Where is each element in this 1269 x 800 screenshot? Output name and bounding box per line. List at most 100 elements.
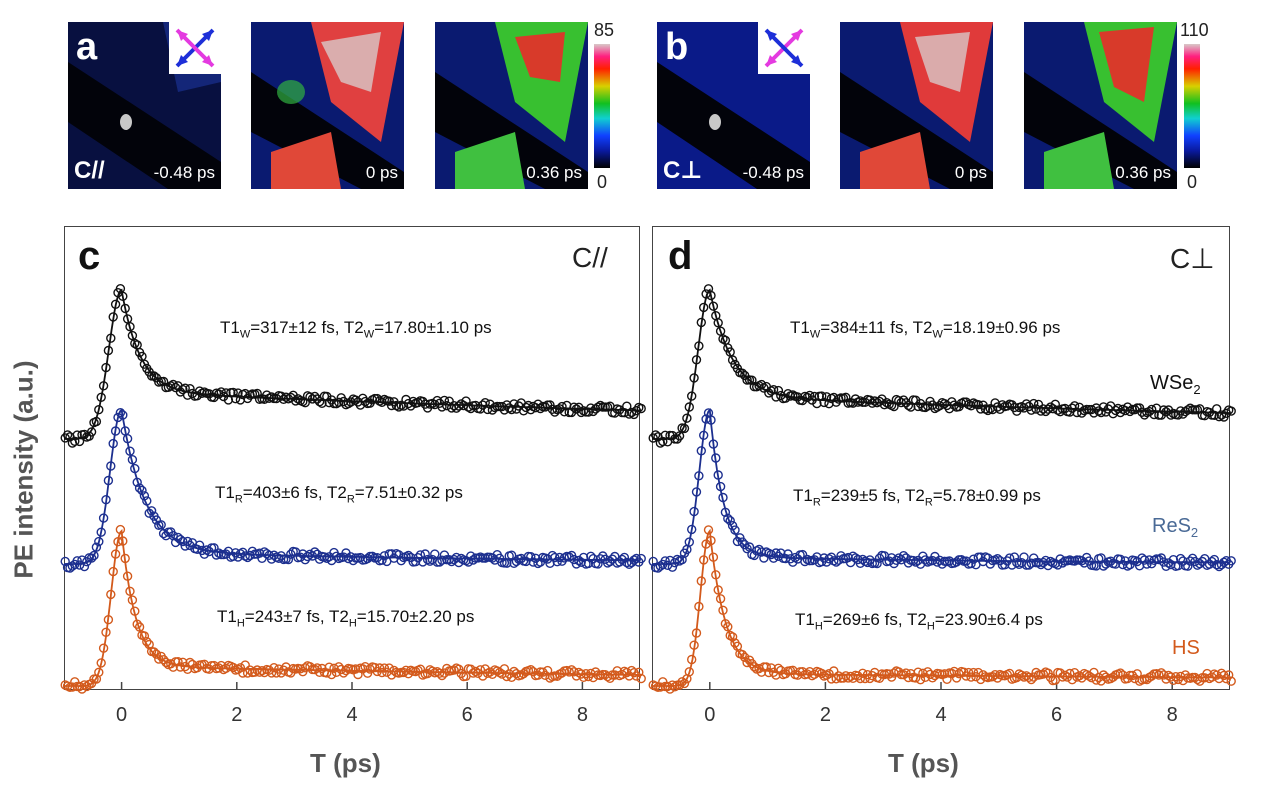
data-point (874, 553, 885, 563)
fit-text-c-hs: T1H=243±7 fs, T2H=15.70±2.20 ps (217, 607, 475, 630)
data-point (151, 649, 162, 659)
data-point (655, 561, 666, 571)
data-point (564, 552, 574, 562)
data-point (619, 552, 630, 563)
data-point (230, 393, 241, 404)
x-axis-title-d: T (ps) (888, 748, 959, 778)
data-point (737, 649, 748, 660)
data-point (894, 553, 904, 563)
data-point (655, 682, 666, 692)
data-point (636, 553, 646, 564)
data-point (67, 682, 78, 692)
data-point (362, 553, 373, 564)
data-point (1065, 668, 1075, 679)
data-point (228, 662, 238, 673)
data-point (939, 669, 950, 679)
data-point (886, 553, 897, 563)
data-point (377, 667, 387, 678)
data-point (619, 407, 630, 418)
fit-line-HS (64, 528, 640, 687)
colorbar-b (1184, 44, 1200, 168)
data-point (749, 662, 760, 672)
data-point (1214, 673, 1224, 684)
x-tick-label: 0 (704, 704, 716, 726)
data-point (992, 554, 1003, 564)
data-point (274, 553, 284, 563)
data-point (322, 553, 332, 563)
image-tile-a-1: a C// -0.48 ps (68, 22, 221, 189)
colorbar-a (594, 44, 610, 168)
data-point (442, 400, 452, 411)
data-point (857, 668, 868, 678)
data-point (1086, 673, 1097, 683)
data-point (634, 667, 644, 677)
data-point (156, 520, 166, 530)
x-axis-title-c: T (ps) (310, 748, 381, 778)
data-point (286, 549, 296, 559)
data-point (1154, 554, 1164, 565)
data-point (1178, 556, 1188, 566)
data-point (966, 672, 976, 682)
fit-text-d-wse2: T1W=384±11 fs, T2W=18.19±0.96 ps (790, 318, 1061, 341)
data-point (626, 407, 637, 418)
data-point (564, 667, 574, 677)
data-point (1101, 559, 1111, 569)
data-point (593, 402, 603, 412)
panel-letter-b: b (665, 26, 689, 68)
data-point (1226, 676, 1236, 686)
data-point (879, 399, 890, 410)
data-point (677, 555, 687, 565)
data-point (1209, 410, 1219, 421)
data-point (526, 552, 536, 562)
series-label-res2: ReS2 (1152, 515, 1199, 540)
pe-map-image (1024, 22, 1177, 189)
delay-label: -0.48 ps (153, 163, 215, 182)
data-point (768, 553, 779, 563)
data-point (290, 396, 301, 406)
fit-line-ReS2 (652, 407, 1231, 565)
data-point (1060, 670, 1070, 680)
data-point (192, 391, 202, 401)
data-point (1012, 558, 1022, 568)
data-point (1110, 559, 1121, 569)
data-point (679, 678, 690, 689)
data-point (60, 433, 70, 443)
data-point (727, 355, 738, 365)
data-point (624, 671, 634, 681)
data-point (658, 436, 668, 447)
data-point (151, 515, 162, 525)
data-point (737, 537, 748, 547)
data-point (833, 671, 844, 681)
x-tick-label: 2 (231, 704, 243, 726)
data-point (557, 401, 567, 412)
data-point (86, 553, 97, 563)
x-tick-label: 0 (116, 704, 128, 726)
data-point (434, 668, 445, 678)
pe-map-image (435, 22, 588, 189)
delay-label: 0.36 ps (526, 163, 582, 182)
data-point (997, 400, 1008, 410)
data-point (913, 401, 923, 412)
data-point (343, 553, 354, 564)
colorbar-min-b: 0 (1187, 172, 1198, 192)
polarization-icon (758, 22, 810, 74)
data-point (797, 667, 808, 677)
data-point (747, 375, 757, 385)
data-point (60, 556, 70, 567)
data-point (742, 657, 752, 668)
data-point (257, 666, 267, 676)
data-point (742, 544, 752, 554)
data-point (739, 652, 750, 662)
data-point (403, 550, 414, 561)
data-point (1226, 556, 1236, 566)
data-point (454, 401, 464, 411)
data-point (134, 483, 145, 493)
data-point (1098, 402, 1109, 412)
data-point (1226, 406, 1236, 416)
data-point (737, 368, 748, 378)
y-axis-title: PE intensity (a.u.) (8, 360, 39, 579)
data-point (569, 402, 579, 412)
fit-text-d-res2: T1R=239±5 fs, T2R=5.78±0.99 ps (793, 486, 1041, 509)
image-tile-a-3: 0.36 ps (435, 22, 588, 189)
image-tile-b-1: b C⊥ -0.48 ps (657, 22, 810, 189)
